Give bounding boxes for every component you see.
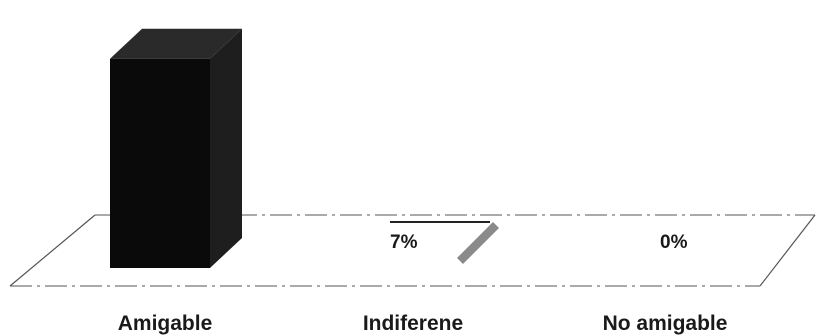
- data-label-indiferene: 7%: [390, 232, 418, 253]
- category-label-amigable: Amigable: [118, 312, 213, 335]
- bar-amigable-top: [110, 28, 242, 59]
- bar-amigable-front: [110, 58, 210, 268]
- floor-right-edge: [759, 214, 816, 287]
- category-label-no-amigable: No amigable: [603, 312, 728, 335]
- chart-bars: [110, 28, 499, 268]
- floor-left-edge: [9, 214, 96, 287]
- category-label-indiferene: Indiferene: [363, 312, 463, 335]
- data-label-no-amigable: 0%: [660, 232, 688, 253]
- bar-indiferene: [390, 221, 499, 264]
- bar-amigable-side: [210, 28, 242, 268]
- bar-indiferene-side: [457, 222, 499, 264]
- chart-category-labels: Amigable Indiferene No amigable: [118, 312, 728, 335]
- bar-amigable: [110, 28, 242, 268]
- chart-data-labels: 7% 0%: [390, 232, 688, 253]
